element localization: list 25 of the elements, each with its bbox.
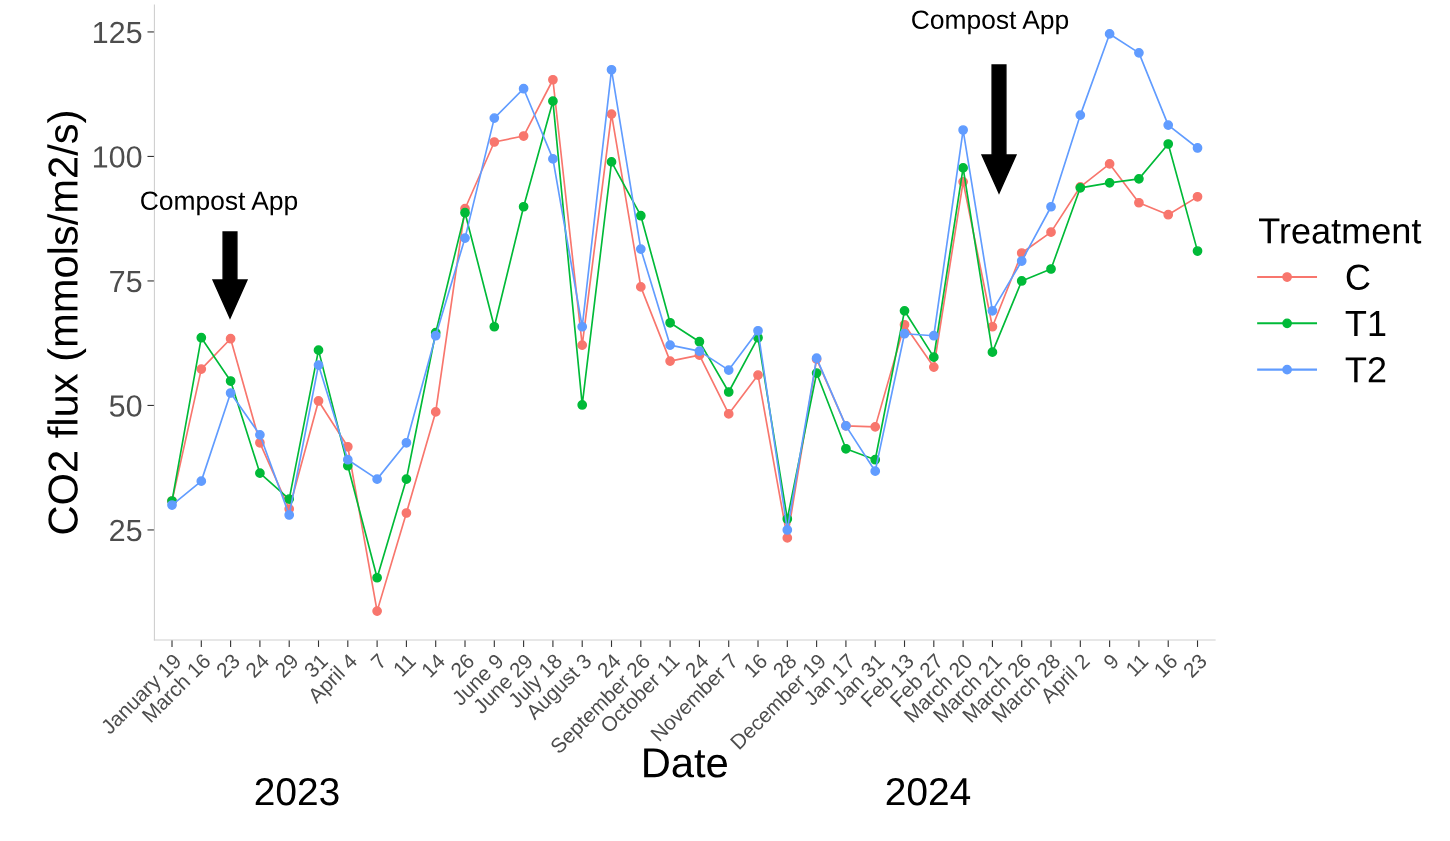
annotation: Compost App xyxy=(141,191,298,216)
y-tick-label: 25 xyxy=(110,519,142,542)
x-tick-label: 11 xyxy=(392,653,417,677)
x-tick-label: 9 xyxy=(1102,652,1120,671)
annotation: Compost App xyxy=(912,10,1069,35)
y-axis-title: CO2 flux (mmols/m2/s) xyxy=(47,112,87,534)
text: 2023 xyxy=(255,777,339,806)
legend-label: T1 xyxy=(1345,311,1386,336)
y-tick-label: 100 xyxy=(93,146,142,168)
y-tick-label: 50 xyxy=(109,395,142,417)
x-tick-label: 7 xyxy=(370,653,388,670)
legend-label: T2 xyxy=(1345,357,1386,383)
legend-title: Treatment xyxy=(1259,218,1422,244)
x-tick-label: 29 xyxy=(273,652,300,679)
x-axis-title: Date xyxy=(644,748,727,778)
x-tick-label: 11 xyxy=(1125,653,1149,677)
legend-label: C xyxy=(1346,264,1370,291)
y-tick-label: 125 xyxy=(93,21,142,44)
text: 2024 xyxy=(886,777,971,806)
y-tick-label: 75 xyxy=(110,270,142,293)
x-tick-label: 24 xyxy=(244,652,271,679)
x-tick-label: 23 xyxy=(1182,652,1208,679)
x-tick-label: 16 xyxy=(1153,652,1179,678)
x-tick-label: 23 xyxy=(215,652,241,679)
x-tick-label: 14 xyxy=(420,652,446,678)
